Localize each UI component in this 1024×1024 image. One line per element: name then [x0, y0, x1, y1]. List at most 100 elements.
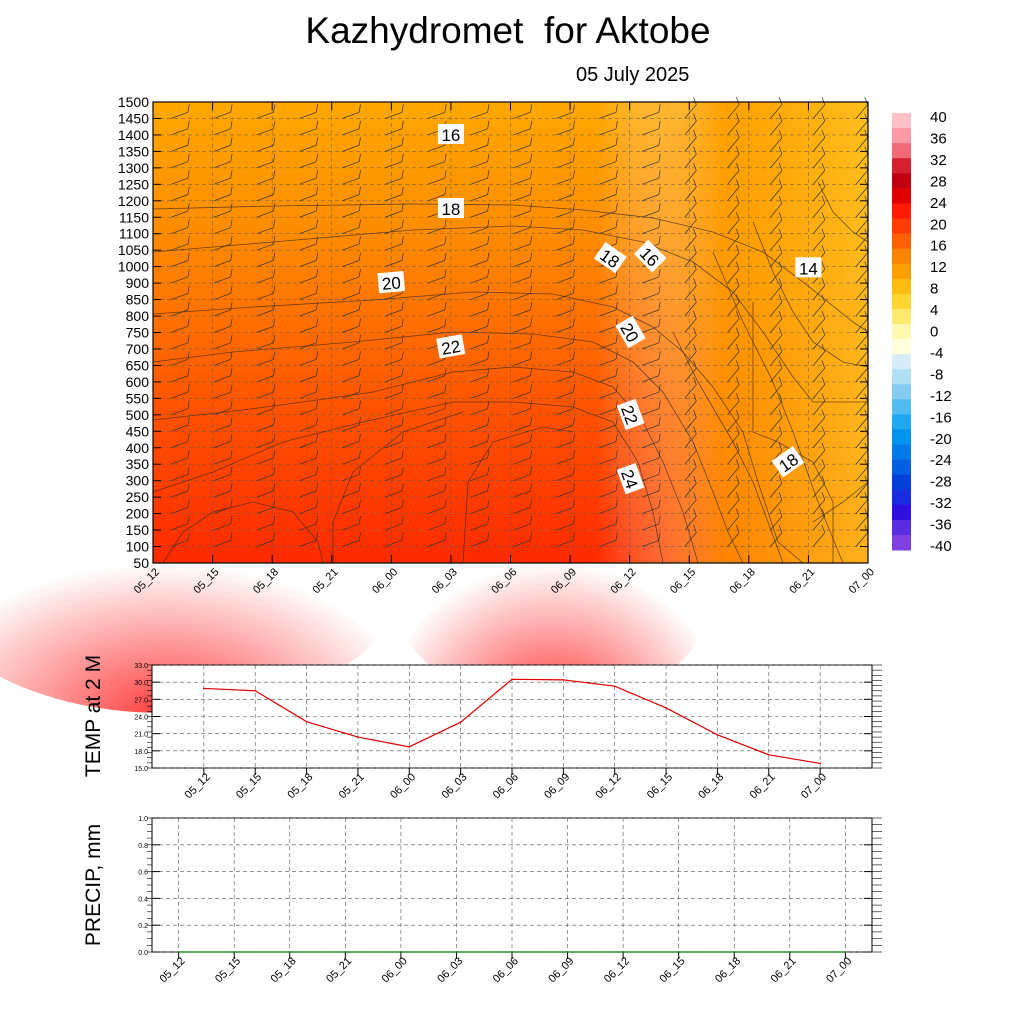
wind-barb	[513, 450, 533, 465]
wind-barb	[812, 376, 826, 399]
y-tick-label: 500	[126, 407, 150, 423]
wind-barb	[513, 532, 533, 547]
colorbar: 4036322824201612840-4-8-12-16-20-24-28-3…	[892, 109, 952, 555]
wind-barb	[684, 261, 697, 284]
y-axis-title: PRECIP, mm	[82, 824, 105, 946]
colorbar-swatch	[892, 323, 911, 340]
wind-barb	[213, 137, 233, 152]
wind-barb	[556, 285, 575, 300]
wind-barb	[384, 137, 404, 152]
wind-barb	[855, 508, 868, 531]
x-tick-label: 06_18	[713, 955, 743, 985]
y-tick-label: 0.0	[138, 950, 148, 957]
data-point	[357, 736, 359, 738]
wind-barb	[599, 466, 618, 482]
x-tick-label: 06_06	[491, 955, 521, 985]
isotherm-line	[752, 221, 869, 368]
wind-barb	[641, 466, 661, 482]
wind-barb	[513, 318, 533, 333]
wind-barb	[513, 351, 533, 366]
wind-barb	[427, 450, 447, 465]
wind-barb	[641, 137, 661, 152]
wind-barb	[513, 384, 533, 399]
wind-barb	[855, 409, 868, 432]
wind-barb	[427, 285, 447, 300]
wind-barb	[256, 252, 276, 267]
wind-barb	[384, 367, 404, 383]
data-point	[455, 951, 458, 953]
wind-barb	[299, 285, 319, 300]
wind-barb	[641, 417, 661, 432]
wind-barb	[770, 179, 783, 202]
wind-barb	[770, 393, 783, 416]
wind-barb	[299, 532, 319, 547]
wind-barb	[556, 219, 575, 235]
isotherm-line	[712, 251, 844, 564]
y-tick-label: 250	[126, 489, 150, 505]
wind-barb	[384, 153, 404, 169]
colorbar-label: 16	[930, 238, 947, 255]
wind-barb	[513, 236, 533, 251]
wind-barb	[470, 285, 490, 300]
wind-barb	[342, 466, 361, 482]
wind-barb	[513, 433, 533, 449]
wind-barb	[556, 137, 575, 152]
wind-barb	[384, 417, 404, 432]
y-tick-label: 1300	[118, 160, 149, 176]
wind-barb	[256, 532, 276, 547]
wind-barb	[812, 426, 826, 448]
wind-barb	[256, 384, 276, 399]
wind-barb	[770, 426, 783, 448]
colorbar-swatch	[892, 233, 911, 250]
wind-barb	[684, 525, 697, 547]
wind-barb	[342, 137, 361, 152]
x-tick-label: 07_00	[847, 566, 877, 596]
colorbar-label: -32	[930, 495, 952, 512]
wind-barb	[770, 278, 783, 300]
wind-barb	[812, 129, 826, 152]
y-tick-label: 33.0	[134, 663, 148, 670]
wind-barb	[427, 482, 447, 498]
wind-barb	[727, 113, 740, 136]
wind-barb	[513, 367, 533, 383]
wind-barb	[213, 219, 233, 235]
x-tick-label: 05_18	[285, 771, 315, 801]
colorbar-swatch	[892, 218, 911, 235]
data-point	[288, 951, 291, 953]
y-tick-label: 800	[126, 308, 150, 324]
wind-barb	[812, 525, 826, 547]
data-point	[716, 734, 719, 736]
wind-barb	[299, 203, 319, 218]
wind-barb	[213, 482, 233, 498]
wind-barb	[684, 475, 697, 498]
wind-barb	[213, 515, 233, 531]
wind-barb	[684, 228, 697, 251]
wind-barb	[170, 532, 190, 547]
x-tick-label: 05_12	[183, 771, 213, 801]
isotherm-line	[152, 366, 699, 564]
wind-barb	[855, 129, 868, 152]
wind-barb	[213, 384, 233, 399]
wind-barb	[641, 203, 661, 218]
wind-barb	[684, 113, 697, 136]
wind-barb	[812, 113, 826, 136]
wind-barb	[513, 170, 533, 185]
wind-barb	[727, 278, 740, 300]
data-point	[511, 951, 513, 953]
colorbar-swatch	[892, 173, 911, 189]
wind-barb	[427, 186, 447, 202]
wind-barb	[470, 450, 490, 465]
wind-barb	[684, 129, 697, 152]
wind-barb	[213, 499, 233, 514]
data-point	[459, 721, 462, 724]
y-tick-label: 1000	[118, 259, 149, 275]
wind-barb	[812, 278, 826, 300]
isotherm-line	[152, 331, 744, 564]
wind-barb	[641, 153, 661, 169]
colorbar-swatch	[892, 263, 911, 280]
isotherm-line	[332, 411, 464, 563]
wind-barb	[299, 120, 319, 136]
colorbar-swatch	[892, 339, 911, 355]
wind-barb	[727, 525, 740, 547]
x-tick-label: 06_03	[435, 955, 465, 985]
